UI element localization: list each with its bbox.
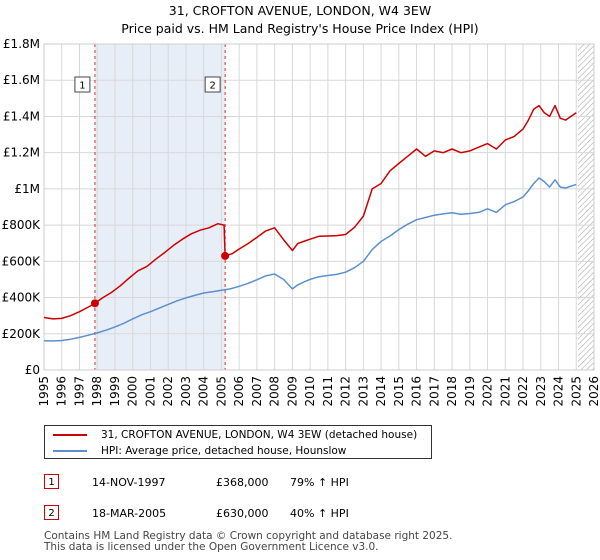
y-tick-label: £200K bbox=[2, 327, 42, 341]
transaction-price: £368,000 bbox=[216, 476, 269, 489]
x-tick-label: 2017 bbox=[427, 376, 441, 407]
x-tick-label: 2015 bbox=[392, 376, 406, 407]
x-tick-label: 1998 bbox=[90, 376, 104, 407]
y-tick-label: £1.2M bbox=[3, 146, 40, 160]
x-tick-label: 1997 bbox=[72, 376, 86, 407]
x-tick-label: 1995 bbox=[37, 376, 51, 407]
y-tick-label: £1.4M bbox=[3, 109, 40, 123]
footer-licence: This data is licensed under the Open Gov… bbox=[44, 541, 379, 553]
transaction-hpi: 79% ↑ HPI bbox=[290, 476, 349, 489]
marker-badge bbox=[74, 76, 91, 93]
x-tick-label: 2019 bbox=[463, 376, 477, 407]
x-tick-label: 2002 bbox=[161, 376, 175, 407]
transaction-hpi: 40% ↑ HPI bbox=[290, 507, 349, 520]
legend-item-hpi: HPI: Average price, detached house, Houn… bbox=[53, 443, 346, 459]
x-tick-label: 2018 bbox=[445, 376, 459, 407]
legend-label-property: 31, CROFTON AVENUE, LONDON, W4 3EW (deta… bbox=[101, 429, 418, 441]
x-tick-label: 2026 bbox=[587, 376, 600, 407]
marker-badge bbox=[204, 76, 221, 93]
x-tick-label: 2004 bbox=[197, 376, 211, 407]
x-tick-label: 1999 bbox=[108, 376, 122, 407]
x-tick-label: 2013 bbox=[356, 376, 370, 407]
x-tick-label: 2016 bbox=[410, 376, 424, 407]
y-tick-label: £800K bbox=[2, 218, 42, 232]
legend-item-property: 31, CROFTON AVENUE, LONDON, W4 3EW (deta… bbox=[53, 427, 417, 443]
x-tick-label: 2008 bbox=[268, 376, 282, 407]
price-chart: £0 £200K £400K £600K £800K £1M £1.2M £1.4M £1.6M… bbox=[2, 37, 600, 407]
transaction-badge: 2 bbox=[44, 505, 59, 520]
chart-title: 31, CROFTON AVENUE, LONDON, W4 3EW bbox=[168, 3, 432, 18]
x-tick-label: 1996 bbox=[55, 376, 69, 407]
transaction-price: £630,000 bbox=[216, 507, 269, 520]
series-line-property bbox=[43, 104, 577, 320]
transaction-badge: 1 bbox=[44, 474, 59, 489]
sale-point bbox=[221, 251, 230, 260]
x-tick-label: 2021 bbox=[498, 376, 512, 407]
legend-swatch-property bbox=[53, 434, 87, 436]
plot-frame bbox=[43, 43, 595, 371]
y-tick-label: £0 bbox=[25, 363, 40, 377]
x-tick-label: 2011 bbox=[321, 376, 335, 407]
y-tick-label: £600K bbox=[2, 254, 42, 268]
shaded-span bbox=[94, 44, 226, 370]
x-tick-label: 2001 bbox=[143, 376, 157, 407]
x-tick-label: 2023 bbox=[534, 376, 548, 407]
series-line-hpi bbox=[43, 177, 577, 342]
x-tick-label: 2020 bbox=[481, 376, 495, 407]
x-tick-label: 2022 bbox=[516, 376, 530, 407]
footer: Contains HM Land Registry data © Crown c… bbox=[44, 531, 452, 553]
legend-swatch-hpi bbox=[53, 450, 87, 452]
transaction-date: 14-NOV-1997 bbox=[92, 476, 166, 489]
y-tick-label: £1M bbox=[14, 182, 40, 196]
sale-point bbox=[90, 299, 99, 308]
x-tick-label: 2007 bbox=[250, 376, 264, 407]
chart-legend: 31, CROFTON AVENUE, LONDON, W4 3EW (deta… bbox=[44, 425, 432, 459]
transaction-date: 18-MAR-2005 bbox=[92, 507, 167, 520]
x-tick-label: 2014 bbox=[374, 376, 388, 407]
x-tick-label: 2003 bbox=[179, 376, 193, 407]
x-tick-label: 2005 bbox=[214, 376, 228, 407]
x-tick-label: 2006 bbox=[232, 376, 246, 407]
footer-copyright: Contains HM Land Registry data © Crown c… bbox=[44, 530, 453, 542]
x-tick-label: 2010 bbox=[303, 376, 317, 407]
y-tick-label: £1.6M bbox=[3, 73, 40, 87]
future-hatch bbox=[578, 44, 594, 370]
legend-label-hpi: HPI: Average price, detached house, Houn… bbox=[101, 445, 347, 457]
x-tick-label: 2009 bbox=[285, 376, 299, 407]
marker-badge-label: 2 bbox=[209, 81, 215, 92]
x-tick-label: 2012 bbox=[339, 376, 353, 407]
x-tick-label: 2024 bbox=[552, 376, 566, 407]
marker-badge-label: 1 bbox=[79, 81, 85, 92]
x-tick-label: 2000 bbox=[126, 376, 140, 407]
y-tick-label: £1.8M bbox=[3, 37, 40, 51]
x-tick-label: 2025 bbox=[569, 376, 583, 407]
y-tick-label: £400K bbox=[2, 291, 42, 305]
chart-subtitle: Price paid vs. HM Land Registry's House … bbox=[121, 21, 479, 36]
